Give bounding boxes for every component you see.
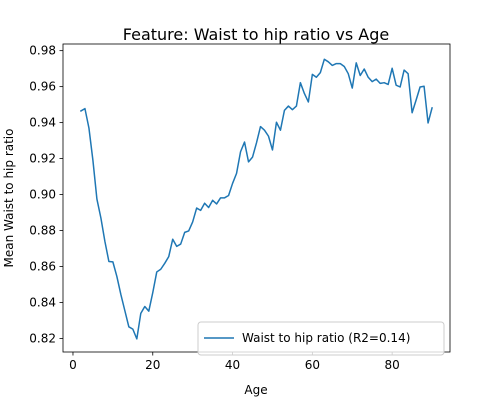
y-tick-label: 0.90 [29, 188, 56, 202]
legend-label: Waist to hip ratio (R2=0.14) [242, 331, 410, 345]
y-tick-label: 0.84 [29, 296, 56, 310]
series-group [79, 58, 433, 340]
series-line [79, 58, 433, 340]
plot-frame [62, 43, 451, 353]
x-tick-label: 0 [69, 358, 77, 372]
legend-box [197, 321, 445, 356]
x-tick-label: 60 [305, 358, 320, 372]
y-tick-label: 0.92 [29, 152, 56, 166]
x-axis-label: Age [244, 383, 267, 397]
y-tick-label: 0.94 [29, 116, 56, 130]
y-tick-label: 0.96 [29, 80, 56, 94]
x-tick-label: 80 [385, 358, 400, 372]
x-tick-label: 20 [145, 358, 160, 372]
y-tick-label: 0.88 [29, 224, 56, 238]
x-tick-label: 40 [225, 358, 240, 372]
legend: Waist to hip ratio (R2=0.14) [197, 321, 445, 356]
y-axis: 0.82 0.84 0.86 0.88 0.90 0.92 0.94 0.96 0.98 [29, 44, 63, 346]
x-axis: 0 20 40 60 80 [69, 352, 400, 372]
plot-area: 0 20 40 60 80 0.820.840.860.880.900.920.940.… [29, 43, 451, 372]
y-axis-label: Mean Waist to hip ratio [2, 129, 16, 268]
y-tick-label: 0.82 [29, 332, 56, 346]
y-tick-label: 0.98 [29, 44, 56, 58]
y-tick-label: 0.86 [29, 260, 56, 274]
chart-title: Feature: Waist to hip ratio vs Age [123, 25, 389, 44]
